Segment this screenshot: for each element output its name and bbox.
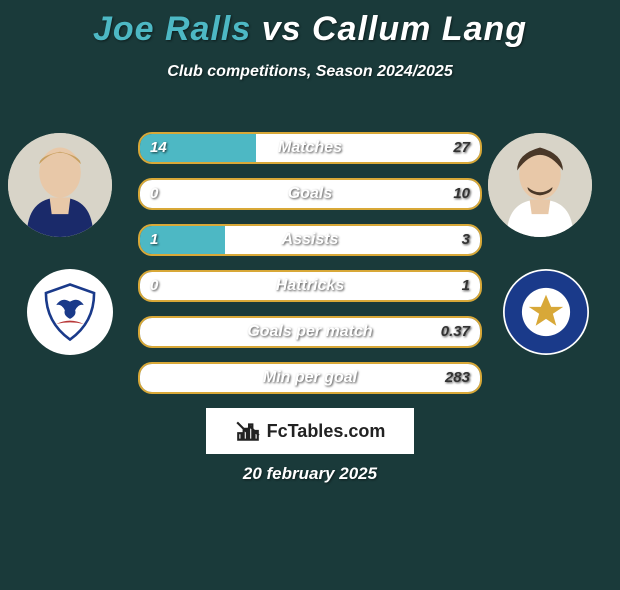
stat-value-right: 10 bbox=[453, 178, 470, 210]
stat-label: Matches bbox=[138, 132, 482, 164]
branding-chart-icon bbox=[235, 418, 261, 444]
stat-row: Hattricks0 1 bbox=[138, 270, 482, 302]
stat-row: Min per goal283 bbox=[138, 362, 482, 394]
stat-value-left: 14 bbox=[150, 132, 167, 164]
stat-value-right: 27 bbox=[453, 132, 470, 164]
player2-avatar bbox=[488, 133, 592, 237]
stat-row: Goals0 10 bbox=[138, 178, 482, 210]
player1-avatar bbox=[8, 133, 112, 237]
stat-value-left: 0 bbox=[150, 270, 158, 302]
stat-row: Matches14 27 bbox=[138, 132, 482, 164]
stat-label: Min per goal bbox=[138, 362, 482, 394]
player2-club-badge bbox=[503, 269, 589, 355]
comparison-title: Joe Ralls vs Callum Lang bbox=[0, 10, 620, 49]
branding-badge: FcTables.com bbox=[206, 408, 414, 454]
stat-label: Goals bbox=[138, 178, 482, 210]
stat-label: Hattricks bbox=[138, 270, 482, 302]
player2-name: Callum Lang bbox=[312, 10, 527, 48]
stat-label: Assists bbox=[138, 224, 482, 256]
stat-value-right: 1 bbox=[462, 270, 470, 302]
comparison-subtitle: Club competitions, Season 2024/2025 bbox=[0, 63, 620, 81]
player1-club-badge bbox=[27, 269, 113, 355]
stat-value-left: 1 bbox=[150, 224, 158, 256]
stats-panel: Matches1427Goals010Assists13Hattricks01G… bbox=[138, 132, 482, 408]
stat-row: Assists1 3 bbox=[138, 224, 482, 256]
comparison-date: 20 february 2025 bbox=[0, 464, 620, 484]
vs-text: vs bbox=[262, 10, 302, 48]
player1-name: Joe Ralls bbox=[93, 10, 251, 48]
stat-row: Goals per match0.37 bbox=[138, 316, 482, 348]
stat-label: Goals per match bbox=[138, 316, 482, 348]
stat-value-right: 283 bbox=[445, 362, 470, 394]
stat-value-right: 0.37 bbox=[441, 316, 470, 348]
branding-text: FcTables.com bbox=[267, 421, 386, 442]
stat-value-right: 3 bbox=[462, 224, 470, 256]
stat-value-left: 0 bbox=[150, 178, 158, 210]
